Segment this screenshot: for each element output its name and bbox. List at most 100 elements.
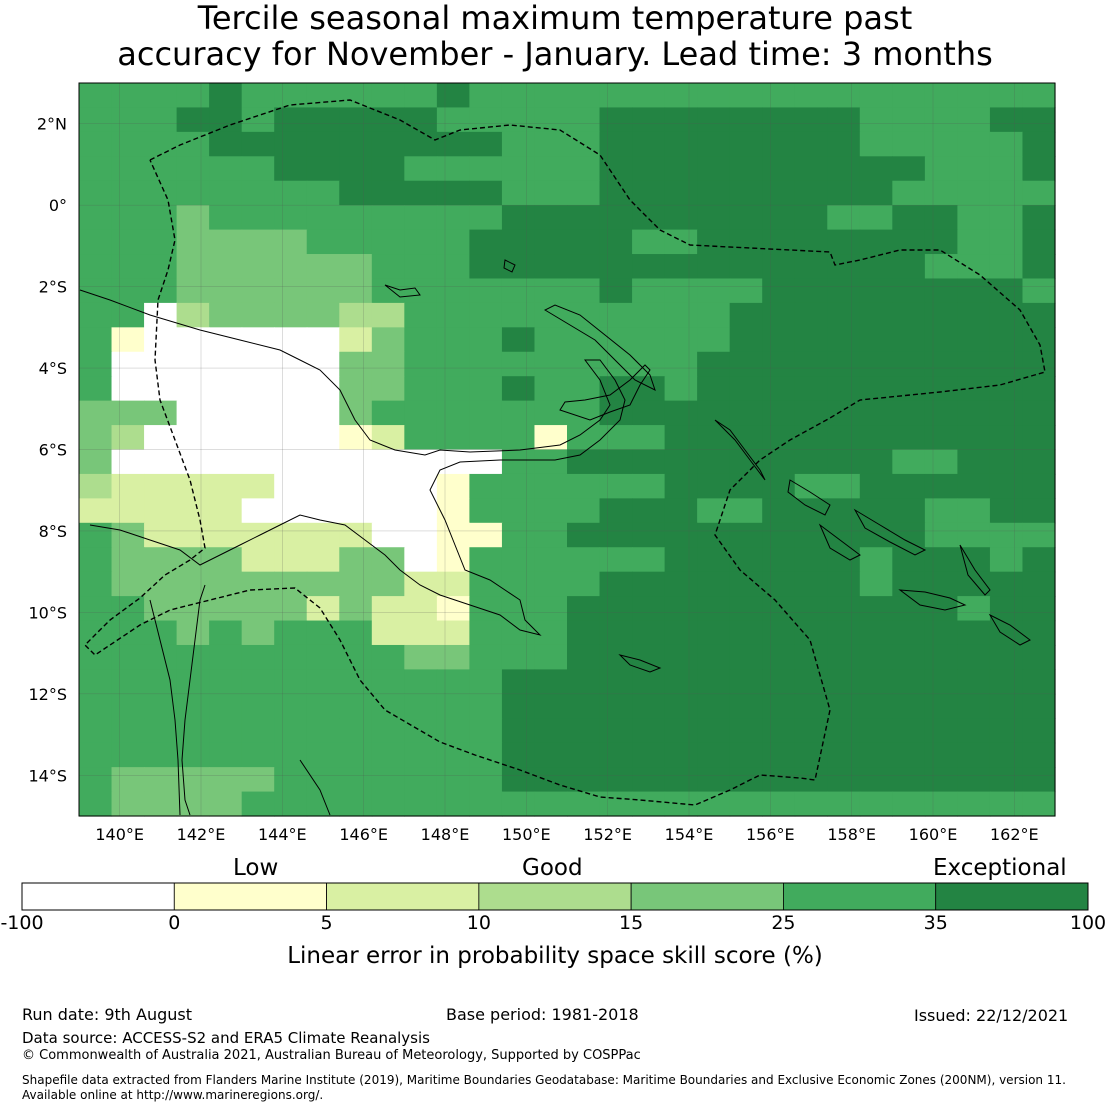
grid-cell xyxy=(79,302,113,328)
grid-cell xyxy=(144,107,178,133)
grid-cell xyxy=(762,131,796,157)
grid-cell xyxy=(306,693,340,719)
grid-cell xyxy=(859,180,893,206)
grid-cell xyxy=(534,327,568,353)
shapefile-credit-2: Available online at http://www.marinereg… xyxy=(22,1088,324,1102)
grid-cell xyxy=(404,83,438,109)
grid-cell xyxy=(144,644,178,670)
grid-cell xyxy=(176,620,210,646)
grid-cell xyxy=(306,669,340,695)
grid-cell xyxy=(339,742,373,768)
grid-cell xyxy=(306,107,340,133)
grid-cell xyxy=(989,400,1024,426)
grid-cell xyxy=(632,400,666,426)
grid-cell xyxy=(274,620,308,646)
grid-cell xyxy=(859,131,893,157)
grid-cell xyxy=(339,83,373,109)
grid-cell xyxy=(794,718,828,744)
grid-cell xyxy=(404,400,438,426)
grid-cell xyxy=(469,449,503,475)
grid-cell xyxy=(729,229,763,255)
grid-cell xyxy=(892,742,926,768)
grid-cell xyxy=(371,131,405,157)
grid-cell xyxy=(892,620,926,646)
grid-cell xyxy=(371,571,405,597)
grid-cell xyxy=(729,302,763,328)
grid-cell xyxy=(79,473,113,499)
grid-cell xyxy=(697,473,731,499)
grid-cell xyxy=(176,669,210,695)
grid-cell xyxy=(827,449,861,475)
grid-cell xyxy=(632,302,666,328)
coastline-new-britain xyxy=(559,364,651,421)
grid-cell xyxy=(404,278,438,304)
grid-cell xyxy=(599,669,633,695)
grid-cell xyxy=(436,278,470,304)
grid-cell xyxy=(729,107,763,133)
grid-cell xyxy=(989,767,1024,793)
grid-cell xyxy=(989,205,1024,231)
grid-cell xyxy=(501,718,536,744)
grid-cell xyxy=(534,693,568,719)
grid-cell xyxy=(111,620,145,646)
grid-cell xyxy=(371,449,405,475)
grid-cell xyxy=(176,718,210,744)
y-tick-label: 8°S xyxy=(39,522,67,541)
grid-cell xyxy=(111,229,145,255)
grid-cell xyxy=(1022,571,1056,597)
y-tick-label: 10°S xyxy=(28,603,67,622)
coastline-bougainville xyxy=(714,419,766,481)
grid-cell xyxy=(957,522,991,548)
grid-cell xyxy=(664,180,698,206)
grid-cell xyxy=(664,522,698,548)
coastline-solomons-1 xyxy=(787,479,831,516)
grid-cell xyxy=(1022,742,1056,768)
grid-cell xyxy=(339,229,373,255)
grid-cell xyxy=(469,718,503,744)
grid-cell xyxy=(241,302,275,328)
grid-cell xyxy=(404,693,438,719)
grid-cell xyxy=(176,473,210,499)
grid-cell xyxy=(729,351,763,377)
grid-cell xyxy=(794,376,828,402)
grid-cell xyxy=(436,644,470,670)
grid-cell xyxy=(957,449,991,475)
grid-cell xyxy=(599,791,633,817)
grid-cell xyxy=(274,425,308,451)
grid-cell xyxy=(794,742,828,768)
grid-cell xyxy=(534,205,568,231)
grid-cell xyxy=(274,229,308,255)
grid-cell xyxy=(339,571,373,597)
grid-cell xyxy=(144,351,178,377)
grid-cell xyxy=(274,180,308,206)
grid-cell xyxy=(762,449,796,475)
grid-cell xyxy=(794,425,828,451)
grid-cell xyxy=(371,205,405,231)
grid-cell xyxy=(599,767,633,793)
grid-cell xyxy=(664,498,698,524)
grid-cell xyxy=(371,522,405,548)
grid-cell xyxy=(144,400,178,426)
grid-cell xyxy=(957,302,991,328)
grid-cell xyxy=(176,400,210,426)
grid-cell xyxy=(794,302,828,328)
grid-cell xyxy=(339,425,373,451)
grid-cell xyxy=(567,571,601,597)
grid-cell xyxy=(729,156,763,182)
grid-cell xyxy=(436,254,470,280)
grid-cell xyxy=(371,156,405,182)
grid-cell xyxy=(664,742,698,768)
grid-cell xyxy=(567,742,601,768)
grid-cell xyxy=(306,767,340,793)
grid-cell xyxy=(1022,229,1056,255)
grid-cell xyxy=(339,547,373,573)
grid-cell xyxy=(404,791,438,817)
grid-cell xyxy=(209,473,243,499)
grid-cell xyxy=(111,644,145,670)
grid-cell xyxy=(892,498,926,524)
grid-cell xyxy=(859,400,893,426)
title-line-2: accuracy for November - January. Lead ti… xyxy=(117,35,993,73)
grid-cell xyxy=(729,547,763,573)
grid-cell xyxy=(892,571,926,597)
grid-cell xyxy=(859,620,893,646)
